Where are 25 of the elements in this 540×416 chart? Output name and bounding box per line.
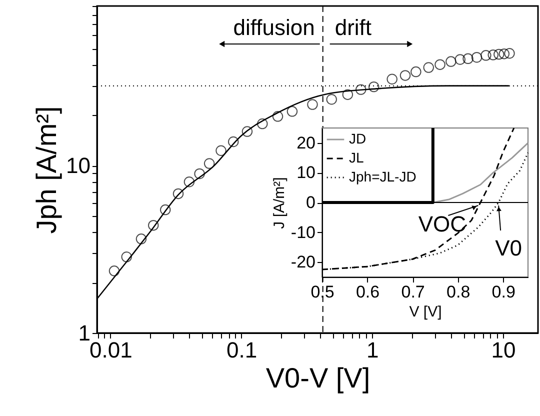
y-tick-label: -20 xyxy=(290,252,316,272)
legend-label: Jph=JL-JD xyxy=(349,168,416,184)
annotation: VOC xyxy=(418,212,466,236)
y-tick-label: -10 xyxy=(290,222,316,242)
x-tick-label: 0.8 xyxy=(446,282,470,302)
x-tick-label: 0.1 xyxy=(226,338,258,362)
x-axis-title: V0-V [V] xyxy=(266,362,370,394)
x-tick-label: 0.7 xyxy=(401,282,425,302)
y-axis-title: Jph [A/m²] xyxy=(31,106,62,234)
x-tick-label: 0.01 xyxy=(89,338,132,362)
x-tick-label: 1 xyxy=(366,338,379,362)
x-tick-label: 0.6 xyxy=(356,282,380,302)
x-axis-title: V [V] xyxy=(409,304,442,320)
y-tick-label: 20 xyxy=(296,133,316,152)
legend-label: JL xyxy=(349,150,364,166)
y-axis-title: J [A/m²] xyxy=(270,177,288,229)
y-tick-label: 10 xyxy=(296,163,316,182)
annotation: V0 xyxy=(495,236,522,260)
annotation: drift xyxy=(334,15,372,40)
annotation: diffusion xyxy=(233,15,315,40)
legend-label: JD xyxy=(349,130,366,146)
x-tick-label: 0.9 xyxy=(492,282,516,302)
y-tick-label: 0 xyxy=(306,193,316,212)
x-tick-label: 10 xyxy=(491,338,516,362)
x-tick-label: 0.5 xyxy=(310,282,334,302)
